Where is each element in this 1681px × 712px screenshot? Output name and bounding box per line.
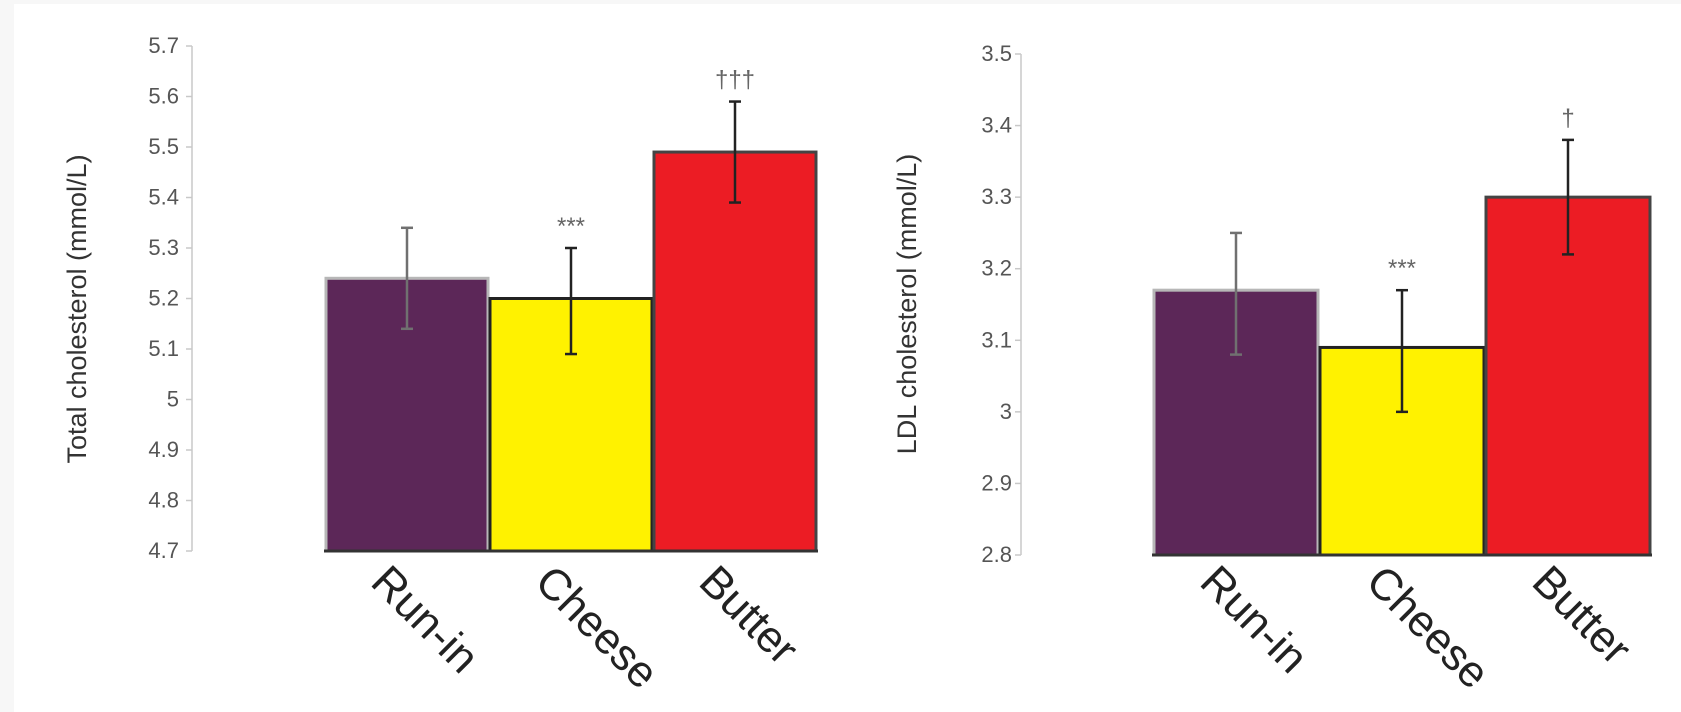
y-tick-label: 5.3	[148, 235, 179, 260]
y-tick-label: 5.5	[148, 134, 179, 159]
y-tick-label: 4.9	[148, 437, 179, 462]
category-label: Cheese	[1357, 556, 1499, 698]
y-tick-label: 5.4	[148, 185, 179, 210]
y-axis-title: LDL cholesterol (mmol/L)	[892, 154, 922, 455]
y-tick-label: 2.8	[981, 542, 1012, 567]
y-tick-label: 4.8	[148, 488, 179, 513]
category-label: Run-in	[362, 556, 488, 682]
category-label: Run-in	[1191, 556, 1317, 682]
significance-annotation: †	[1561, 105, 1574, 132]
bar-butter	[1484, 195, 1652, 557]
chart-canvas: 5.7 5.6 5.5 5.4 5.3 5.2 5.1 5 4.9 4.8 4.7 Total cho…	[62, 33, 1652, 698]
y-tick-label: 5.6	[148, 84, 179, 109]
y-axis-title: Total cholesterol (mmol/L)	[62, 154, 92, 463]
significance-annotation: ***	[1388, 255, 1416, 282]
y-tick-label: 5	[167, 387, 179, 412]
y-tick-label: 5.7	[148, 33, 179, 58]
significance-annotation: ***	[557, 213, 585, 240]
y-tick-label: 3.4	[981, 113, 1012, 138]
significance-annotation: †††	[715, 67, 755, 94]
y-tick-label: 3.2	[981, 256, 1012, 281]
y-tick-label: 5.1	[148, 336, 179, 361]
y-tick-label: 3.3	[981, 184, 1012, 209]
category-label: Butter	[1523, 556, 1641, 674]
y-tick-label: 3.5	[981, 41, 1012, 66]
y-tick-label: 5.2	[148, 286, 179, 311]
bar-butter	[652, 150, 818, 553]
category-label: Cheese	[526, 556, 668, 698]
figure: 5.7 5.6 5.5 5.4 5.3 5.2 5.1 5 4.9 4.8 4.7 Total cho…	[14, 4, 1681, 712]
y-tick-label: 2.9	[981, 470, 1012, 495]
ldl-cholesterol-chart: 3.5 3.4 3.3 3.2 3.1 3 2.9 2.8 LDL cholesterol (m…	[892, 41, 1652, 698]
y-tick-label: 3	[1000, 399, 1012, 424]
y-tick-label: 3.1	[981, 327, 1012, 352]
y-tick-label: 4.7	[148, 538, 179, 563]
total-cholesterol-chart: 5.7 5.6 5.5 5.4 5.3 5.2 5.1 5 4.9 4.8 4.7 Total cho…	[62, 33, 818, 698]
category-label: Butter	[690, 556, 808, 674]
